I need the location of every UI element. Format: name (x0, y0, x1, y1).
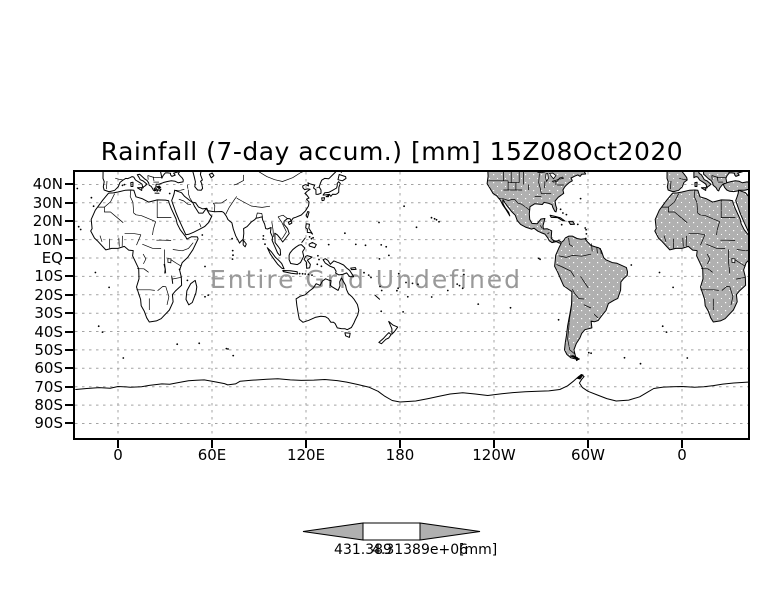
lat-tick-mark (65, 404, 74, 406)
colorbar-min-label: 431.389 (334, 542, 392, 558)
lat-tick-mark (65, 294, 74, 296)
lat-tick-mark (65, 257, 74, 259)
graticule-gridlines (75, 172, 748, 438)
colorbar-middle-cell (362, 522, 421, 541)
lat-tick-mark (65, 312, 74, 314)
lat-tick-mark (65, 367, 74, 369)
lat-tick-label: 60S (34, 359, 63, 377)
lat-tick-mark (65, 386, 74, 388)
lat-tick-mark (65, 422, 74, 424)
lat-tick-mark (65, 183, 74, 185)
lon-tick-mark (399, 440, 401, 448)
lon-tick-label: 120E (286, 446, 326, 464)
lat-tick-label: 10S (34, 267, 63, 285)
map-frame: Entire Grid Undefined (73, 170, 750, 440)
lat-tick-label: 90S (34, 414, 63, 432)
lat-tick-label: 30S (34, 304, 63, 322)
colorbar-left-arrow (302, 522, 364, 541)
lon-tick-label: 60E (197, 446, 227, 464)
lat-tick-label: 80S (34, 396, 63, 414)
lat-tick-mark (65, 220, 74, 222)
lon-tick-mark (211, 440, 213, 448)
lat-tick-label: 40N (32, 175, 63, 193)
lon-tick-label: 60W (571, 446, 605, 464)
lon-tick-mark (587, 440, 589, 448)
lat-tick-mark (65, 239, 74, 241)
lon-tick-label: 180 (385, 446, 415, 464)
lat-tick-label: 20N (32, 212, 63, 230)
lat-tick-label: 30N (32, 194, 63, 212)
lat-tick-label: EQ (41, 249, 63, 267)
lat-tick-mark (65, 275, 74, 277)
lat-tick-mark (65, 349, 74, 351)
colorbar-units-label: [mm] (459, 542, 498, 558)
lat-tick-label: 10N (32, 231, 63, 249)
colorbar-max-label: 4.31389e+06 (371, 542, 469, 558)
world-map: Entire Grid Undefined (75, 172, 748, 438)
lat-tick-label: 70S (34, 378, 63, 396)
lon-tick-mark (117, 440, 119, 448)
lat-tick-label: 20S (34, 286, 63, 304)
lon-tick-mark (493, 440, 495, 448)
lat-tick-mark (65, 331, 74, 333)
lat-tick-label: 50S (34, 341, 63, 359)
lat-tick-mark (65, 202, 74, 204)
lon-tick-mark (681, 440, 683, 448)
plot-title: Rainfall (7-day accum.) [mm] 15Z08Oct202… (100, 137, 684, 166)
lon-tick-label: 0 (113, 446, 123, 464)
lon-tick-label: 0 (677, 446, 687, 464)
lon-tick-mark (305, 440, 307, 448)
colorbar-right-arrow (419, 522, 481, 541)
lon-tick-label: 120W (472, 446, 516, 464)
overlay-message: Entire Grid Undefined (210, 265, 522, 294)
colorbar (302, 522, 481, 541)
map-land-layer (75, 172, 748, 403)
lat-tick-label: 40S (34, 323, 63, 341)
